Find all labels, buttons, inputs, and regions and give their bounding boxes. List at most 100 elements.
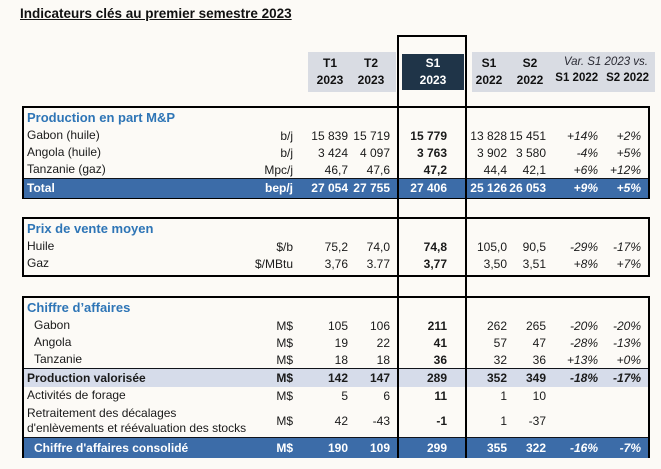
cell-unit: M$ bbox=[276, 352, 293, 367]
cell-s122: 3 902 bbox=[476, 145, 507, 160]
variance-header-title: Var. S1 2023 vs. bbox=[563, 56, 648, 68]
cell-s122: 13 828 bbox=[470, 128, 507, 143]
cell-v1: +9% bbox=[573, 181, 598, 196]
cell-s122: 57 bbox=[493, 335, 507, 350]
cell-label: Huile bbox=[27, 239, 55, 253]
cell-v2: -17% bbox=[612, 239, 641, 254]
cell-s122: 355 bbox=[486, 441, 507, 455]
section-rows: Gabon (huile) b/j 15 839 15 719 15 779 13 828… bbox=[24, 127, 648, 198]
cell-v1: +8% bbox=[573, 256, 598, 271]
table-row: Angola M$ 19 22 41 57 47 -28% -13% bbox=[24, 334, 648, 351]
cell-s222: 10 bbox=[532, 388, 546, 403]
cell-v1: -16% bbox=[569, 441, 598, 455]
cell-s122: 44,4 bbox=[483, 162, 507, 177]
cell-label: Retraitement des décalages d'enlèvements… bbox=[27, 405, 247, 435]
table-row: Chiffre d'affaires consolidé M$ 190 109 299 3… bbox=[24, 437, 648, 458]
cell-s222: 3 580 bbox=[515, 145, 546, 160]
cell-t2: 74,0 bbox=[366, 239, 390, 254]
section-title: Production en part M&P bbox=[27, 110, 176, 125]
cell-t2: 27 755 bbox=[353, 181, 390, 196]
column-header-s2-2022: S2 2022 bbox=[516, 56, 544, 88]
cell-unit: $/MBtu bbox=[254, 256, 293, 271]
section-rows: Gabon M$ 105 106 211 262 265 -20% -20% Angola M$ 19… bbox=[24, 317, 648, 458]
column-header-s1-2023: S1 2023 bbox=[419, 56, 447, 88]
cell-s1: -1 bbox=[436, 413, 447, 428]
variance-col-s1-2022: S1 2022 bbox=[555, 72, 599, 84]
table-row: Total bep/j 27 054 27 755 27 406 25 126 26 053… bbox=[24, 178, 648, 198]
cell-t1: 19 bbox=[334, 335, 348, 350]
cell-v2: +12% bbox=[609, 162, 641, 177]
cell-t1: 105 bbox=[327, 318, 348, 333]
cell-v2: +0% bbox=[616, 352, 641, 367]
cell-unit: M$ bbox=[276, 413, 293, 428]
cell-s122: 262 bbox=[486, 318, 507, 333]
cell-s1: 289 bbox=[426, 371, 447, 385]
cell-v1: -29% bbox=[569, 239, 598, 254]
cell-s1: 74,8 bbox=[423, 239, 447, 254]
cell-label: Total bbox=[27, 180, 55, 195]
cell-t2: -43 bbox=[372, 413, 390, 428]
page-title: Indicateurs clés au premier semestre 202… bbox=[20, 6, 292, 21]
table-row: Gaz $/MBtu 3,76 3.77 3,77 3,50 3,51 +8% +7% bbox=[24, 255, 648, 272]
table-row: Gabon M$ 105 106 211 262 265 -20% -20% bbox=[24, 317, 648, 334]
header-s1-2023-highlight bbox=[402, 54, 464, 90]
cell-s1: 211 bbox=[427, 318, 447, 333]
cell-s1: 47,2 bbox=[423, 162, 447, 177]
cell-s122: 1 bbox=[500, 413, 507, 428]
cell-label: Gabon bbox=[34, 318, 71, 332]
cell-v1: +14% bbox=[566, 128, 598, 143]
cell-unit: b/j bbox=[280, 128, 293, 143]
cell-unit: M$ bbox=[276, 318, 293, 333]
cell-s1: 3 763 bbox=[416, 145, 447, 160]
cell-s1: 3,77 bbox=[423, 256, 447, 271]
cell-s1: 41 bbox=[433, 335, 447, 350]
table-row: Production valorisée M$ 142 147 289 352 349 -18… bbox=[24, 368, 648, 387]
cell-t2: 15 719 bbox=[353, 128, 390, 143]
cell-t1: 15 839 bbox=[311, 128, 348, 143]
cell-t1: 142 bbox=[327, 371, 348, 385]
cell-unit: M$ bbox=[276, 388, 293, 403]
cell-s1: 11 bbox=[434, 388, 447, 403]
cell-s222: 265 bbox=[525, 318, 546, 333]
cell-s122: 1 bbox=[500, 388, 507, 403]
cell-v2: +5% bbox=[616, 145, 641, 160]
section-chiffre-affaires: Chiffre d’affaires Gabon M$ 105 10 6 211 262 26… bbox=[22, 296, 650, 458]
section-rows: Huile $/b 75,2 74,0 74,8 105,0 90,5 -29% -17% Gaz… bbox=[24, 238, 648, 272]
column-header-t1-2023: T1 2023 bbox=[316, 56, 344, 88]
cell-v2: -7% bbox=[619, 441, 641, 455]
cell-s222: 42,1 bbox=[522, 162, 546, 177]
cell-t2: 6 bbox=[383, 388, 390, 403]
cell-s122: 352 bbox=[486, 371, 507, 385]
cell-s1: 36 bbox=[433, 352, 447, 367]
cell-unit: M$ bbox=[276, 335, 293, 350]
cell-t2: 22 bbox=[376, 335, 390, 350]
table-row: Tanzanie M$ 18 18 36 32 36 +13% +0% bbox=[24, 351, 648, 368]
cell-label: Tanzanie (gaz) bbox=[27, 162, 106, 176]
cell-label: Angola bbox=[34, 335, 72, 349]
section-title: Chiffre d’affaires bbox=[27, 300, 131, 315]
cell-s1: 299 bbox=[426, 441, 447, 455]
cell-s222: 3,51 bbox=[522, 256, 546, 271]
cell-t1: 3,76 bbox=[324, 256, 348, 271]
cell-label: Tanzanie bbox=[34, 352, 83, 366]
cell-s122: 105,0 bbox=[476, 239, 507, 254]
cell-s122: 32 bbox=[493, 352, 507, 367]
cell-unit: M$ bbox=[276, 371, 293, 385]
cell-s122: 25 126 bbox=[470, 181, 507, 196]
cell-s122: 3,50 bbox=[483, 256, 507, 271]
table-row: Angola (huile) b/j 3 424 4 097 3 763 3 902 3 5… bbox=[24, 144, 648, 161]
cell-unit: b/j bbox=[280, 145, 293, 160]
cell-t1: 46,7 bbox=[324, 162, 348, 177]
header-group-2023-bg bbox=[308, 52, 396, 92]
table-row: Gabon (huile) b/j 15 839 15 719 15 779 13 828… bbox=[24, 127, 648, 144]
cell-t2: 18 bbox=[376, 352, 390, 367]
cell-s222: 322 bbox=[525, 441, 546, 455]
section-production: Production en part M&P Gabon (huile) b/j 1… bbox=[22, 106, 650, 199]
cell-s222: 26 053 bbox=[509, 181, 546, 196]
variance-header: Var. S1 2023 vs. S1 2022 S2 2022 bbox=[545, 56, 651, 84]
cell-v1: -18% bbox=[569, 371, 598, 385]
cell-t1: 75,2 bbox=[324, 239, 348, 254]
cell-v2: -17% bbox=[612, 371, 641, 385]
cell-t1: 190 bbox=[327, 441, 348, 455]
cell-t1: 18 bbox=[334, 352, 348, 367]
